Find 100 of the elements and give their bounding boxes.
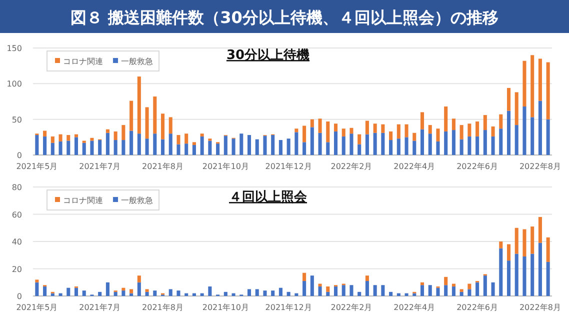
- x-tick-label: 2021年10月: [202, 303, 249, 312]
- y-tick-label: 150: [6, 44, 22, 53]
- bar: [396, 293, 400, 296]
- bar: [342, 128, 346, 136]
- bar: [318, 284, 322, 286]
- bar: [224, 292, 228, 296]
- bar: [176, 135, 180, 144]
- bar: [514, 125, 518, 155]
- bar: [286, 292, 290, 296]
- bar: [192, 142, 196, 146]
- bar: [50, 136, 54, 143]
- bar: [342, 285, 346, 296]
- bar: [522, 229, 526, 256]
- y-tick-label: 60: [12, 210, 22, 220]
- bar: [58, 141, 62, 155]
- x-tick-label: 2021年5月: [16, 303, 58, 312]
- bar: [192, 293, 196, 296]
- bar: [106, 129, 110, 133]
- bar: [58, 293, 62, 296]
- y-tick-label: 80: [12, 183, 22, 192]
- bar: [546, 119, 550, 155]
- bar: [310, 276, 314, 296]
- bar: [310, 119, 314, 128]
- bar: [365, 134, 369, 155]
- bar: [522, 60, 526, 106]
- bar: [428, 125, 432, 134]
- bar: [530, 254, 534, 296]
- bar: [263, 290, 267, 296]
- bar: [137, 76, 141, 134]
- bar: [530, 226, 534, 254]
- bar: [436, 128, 440, 142]
- bar: [420, 129, 424, 155]
- bar: [373, 124, 377, 133]
- bar: [468, 136, 472, 155]
- bar: [232, 138, 236, 155]
- bar: [58, 134, 62, 142]
- legend-label: コロナ関連: [63, 196, 103, 205]
- bar: [412, 140, 416, 155]
- y-tick-label: 20: [12, 264, 22, 274]
- bar: [483, 130, 487, 155]
- bar: [452, 118, 456, 130]
- bar: [137, 134, 141, 155]
- bar: [412, 293, 416, 296]
- bar: [444, 131, 448, 155]
- bar: [247, 289, 252, 296]
- bar: [271, 135, 275, 155]
- bar: [216, 144, 220, 155]
- bar: [130, 100, 134, 131]
- bar: [381, 124, 385, 133]
- bar: [522, 256, 526, 296]
- bar: [294, 132, 298, 155]
- bar: [444, 285, 448, 296]
- bar: [460, 125, 464, 140]
- bar: [365, 281, 369, 296]
- bar: [130, 293, 134, 296]
- bar: [546, 237, 550, 262]
- bar: [506, 244, 511, 261]
- bar: [373, 285, 377, 296]
- bar: [114, 131, 118, 140]
- bar: [358, 134, 362, 144]
- bar: [483, 115, 487, 130]
- bar: [90, 140, 94, 155]
- x-tick-label: 2021年7月: [79, 162, 121, 171]
- bar: [302, 142, 306, 155]
- bar: [200, 134, 204, 136]
- bar: [247, 135, 252, 155]
- bar: [184, 134, 188, 144]
- x-tick-label: 2022年4月: [394, 162, 436, 171]
- bar: [530, 55, 534, 118]
- bar: [66, 288, 70, 296]
- bar: [396, 138, 400, 155]
- bar: [318, 286, 322, 296]
- bar: [184, 144, 188, 155]
- bar: [381, 285, 385, 296]
- bar: [43, 130, 47, 136]
- bar: [66, 135, 70, 141]
- bar: [420, 285, 424, 296]
- bar: [499, 128, 503, 155]
- bar: [106, 282, 110, 296]
- bar: [184, 293, 188, 296]
- bar: [35, 280, 39, 282]
- legend-label: 一般救急: [121, 196, 153, 205]
- bar: [350, 128, 354, 134]
- bar: [522, 106, 526, 155]
- bar: [176, 144, 180, 155]
- bar: [452, 286, 456, 296]
- bar: [334, 124, 338, 132]
- bar: [43, 136, 47, 155]
- bar: [358, 292, 362, 296]
- bar: [255, 139, 259, 155]
- bar: [160, 139, 165, 155]
- bar: [420, 282, 424, 286]
- y-tick-label: 40: [12, 238, 22, 246]
- bar: [82, 290, 86, 296]
- x-tick-label: 2021年7月: [79, 303, 121, 312]
- bar: [294, 128, 298, 132]
- bar: [530, 117, 534, 155]
- bar: [538, 100, 542, 155]
- bar: [444, 276, 448, 286]
- bar: [468, 284, 472, 290]
